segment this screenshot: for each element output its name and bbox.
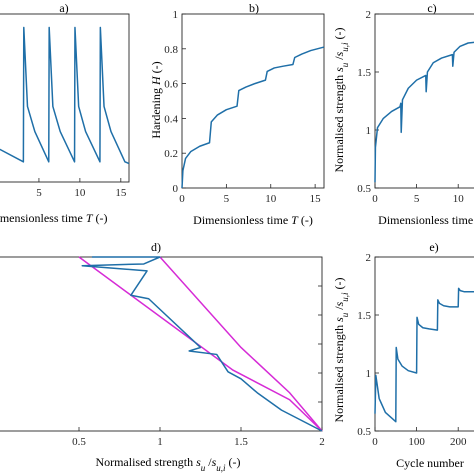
panel-e-ytick-label: 0.5 [357, 426, 371, 438]
panel-e-title: e) [429, 240, 438, 254]
panel-e: e) 0 100 0.5 1 1.5 2 200 Cycle number Normalis… [332, 240, 474, 470]
panel-b-xtick-label: 0 [179, 193, 185, 205]
panel-a: a) 5 10 15 imensionless time T (-) [0, 1, 130, 225]
panel-c-axes [374, 13, 474, 189]
panel-b-xtick-label: 5 [224, 193, 230, 205]
panel-c-title: c) [427, 1, 436, 15]
panel-e-ylabel: Normalised strength su /su,i (-) [332, 277, 350, 422]
panel-b-ticks: 0 5 10 15 0 0.2 0.4 0.6 0.8 1 [164, 9, 321, 205]
panel-c-xtick-label: 0 [372, 193, 378, 205]
panel-c-xlabel: Dimensionless time T (-) [378, 213, 474, 227]
panel-b-title: b) [249, 1, 259, 15]
panel-b-axes [181, 13, 325, 189]
panel-e-series-line [374, 287, 474, 423]
panel-b-ytick-label: 0 [173, 183, 179, 195]
panel-b-ytick-label: 0.8 [164, 44, 178, 56]
panel-b-ytick-label: 0.6 [164, 79, 178, 91]
panel-d-xtick-label: 1.5 [234, 436, 248, 448]
panel-e-ytick-label: 1 [366, 368, 372, 380]
panel-d-xtick-label: 2 [319, 436, 325, 448]
panel-e-xtick-label: 200 [450, 436, 467, 448]
panel-c-xtick-label: 5 [414, 193, 420, 205]
panel-b: b) 0 5 10 15 0 0.2 0.4 0.6 0.8 1 Dimensionless ti… [149, 1, 325, 227]
panel-d: d) 0.5 1 1.5 2 Normalised strength su /su,i… [0, 240, 325, 473]
panel-c: c) 0 5 10 0.5 1 1.5 2 Dimensionless time T (-)… [332, 1, 474, 227]
panel-b-ylabel: Hardening H (-) [149, 61, 163, 138]
panel-b-series-line [181, 46, 325, 189]
panel-c-ytick-label: 1.5 [357, 67, 371, 79]
panel-a-title: a) [59, 1, 68, 15]
panel-a-xtick-label: 10 [74, 187, 86, 199]
panel-d-series-line [81, 256, 323, 432]
panel-a-ticks: 5 10 15 [36, 178, 127, 199]
panel-a-axes [0, 13, 130, 183]
panel-c-ytick-label: 1 [366, 125, 372, 137]
panel-d-xtick-label: 1 [157, 436, 163, 448]
panel-a-series-line [0, 26, 130, 165]
panel-c-series-line [374, 41, 474, 183]
panel-d-title: d) [151, 240, 161, 254]
panel-b-xtick-label: 15 [310, 193, 322, 205]
panel-e-ytick-label: 2 [366, 252, 372, 264]
panel-a-xtick-label: 15 [115, 187, 127, 199]
panel-c-ticks: 0 5 10 0.5 1 1.5 2 [357, 9, 464, 205]
panel-d-envelope-upper [159, 256, 323, 432]
panel-b-ytick-label: 1 [173, 9, 179, 21]
panel-b-ytick-label: 0.2 [164, 148, 178, 160]
panel-e-xlabel: Cycle number [396, 456, 464, 470]
panel-d-xtick-label: 0.5 [72, 436, 86, 448]
panel-e-axes [374, 256, 474, 432]
panel-e-ytick-label: 1.5 [357, 310, 371, 322]
panel-d-xlabel: Normalised strength su /su,i (-) [95, 455, 240, 473]
panel-c-ylabel: Normalised strength su /su,i (-) [332, 27, 350, 172]
panel-b-xtick-label: 10 [265, 193, 277, 205]
panel-e-ticks: 0 100 0.5 1 1.5 2 200 [357, 252, 467, 448]
panel-a-xtick-label: 5 [36, 187, 42, 199]
panel-b-ytick-label: 0.4 [164, 113, 178, 125]
panel-d-envelope-lower [78, 256, 323, 432]
panel-e-xtick-label: 0 [372, 436, 378, 448]
panel-e-xtick-label: 100 [408, 436, 425, 448]
panel-b-xlabel: Dimensionless time T (-) [193, 213, 313, 227]
panel-a-xlabel: imensionless time T (-) [0, 211, 108, 225]
panel-c-ytick-label: 0.5 [357, 183, 371, 195]
panel-c-ytick-label: 2 [366, 9, 372, 21]
panel-d-ticks: 0.5 1 1.5 2 [72, 285, 325, 448]
panel-c-xtick-label: 10 [453, 193, 465, 205]
